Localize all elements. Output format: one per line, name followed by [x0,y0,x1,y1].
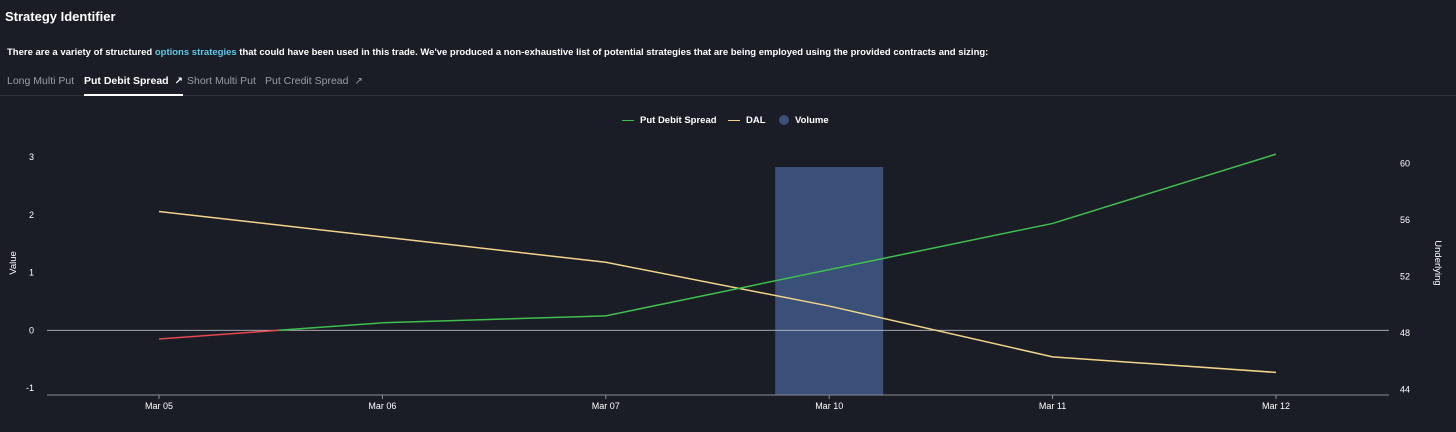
y2-tick-label: 52 [1400,271,1410,281]
tab-label: Short Multi Put [187,75,256,87]
legend-item-put-debit-spread[interactable]: Put Debit Spread [622,115,717,126]
y2-axis-title: Underlying [1432,240,1443,285]
green-line-swatch [622,119,634,122]
y-tick-label: 0 [29,325,34,335]
put-debit-spread-segment [278,322,383,332]
external-link-icon: ↗ [174,76,183,87]
y2-tick-label: 60 [1400,158,1410,168]
volume-dot-swatch [779,115,789,126]
legend-label: Put Debit Spread [640,115,717,126]
x-tick-label: Mar 12 [1262,401,1290,411]
page-title: Strategy Identifier [5,9,116,24]
y2-tick-label: 56 [1400,215,1410,225]
chart-legend: Put Debit Spread DAL Volume [0,115,1456,129]
put-debit-spread-segment [382,315,606,324]
legend-item-dal[interactable]: DAL [728,115,766,126]
tab-label: Put Debit Spread [84,75,169,87]
description-text-start: There are a variety of structured [7,47,155,58]
put-debit-spread-segment [158,329,279,340]
tab-long-multi-put[interactable]: Long Multi Put [7,75,74,94]
y-tick-label: -1 [26,383,34,393]
y2-tick-label: 48 [1400,328,1410,338]
description-text-end: that could have been used in this trade.… [236,47,989,58]
external-link-icon: ↗ [354,76,363,87]
volume-bar [775,167,884,395]
strategy-tabs: Long Multi Put Put Debit Spread ↗ Short M… [0,70,1456,96]
legend-label: Volume [795,115,829,126]
y2-tick-label: 44 [1400,384,1410,394]
y-axis-title: Value [8,251,19,275]
tab-put-credit-spread[interactable]: Put Credit Spread ↗ [265,75,363,94]
options-strategies-link[interactable]: options strategies [154,47,237,58]
tab-put-debit-spread[interactable]: Put Debit Spread ↗ [84,75,183,96]
x-tick-label: Mar 05 [145,401,173,411]
legend-item-volume[interactable]: Volume [779,115,829,126]
put-debit-spread-segment [605,268,830,317]
strategy-description: There are a variety of structured option… [7,47,988,58]
y-tick-label: 2 [29,210,34,220]
put-debit-spread-segment [1052,153,1277,225]
dal-series-line [158,210,1277,374]
y-tick-label: 3 [29,152,34,162]
tab-label: Long Multi Put [7,75,75,87]
x-tick-label: Mar 10 [815,401,843,411]
x-tick-label: Mar 07 [592,401,620,411]
y-tick-label: 1 [29,268,34,278]
legend-label: DAL [746,115,766,126]
yellow-line-swatch [728,119,740,122]
x-tick-label: Mar 11 [1039,401,1066,411]
put-debit-spread-segment [829,222,1053,271]
x-tick-label: Mar 06 [368,401,396,411]
tab-short-multi-put[interactable]: Short Multi Put [187,75,256,94]
tab-label: Put Credit Spread [265,75,349,87]
